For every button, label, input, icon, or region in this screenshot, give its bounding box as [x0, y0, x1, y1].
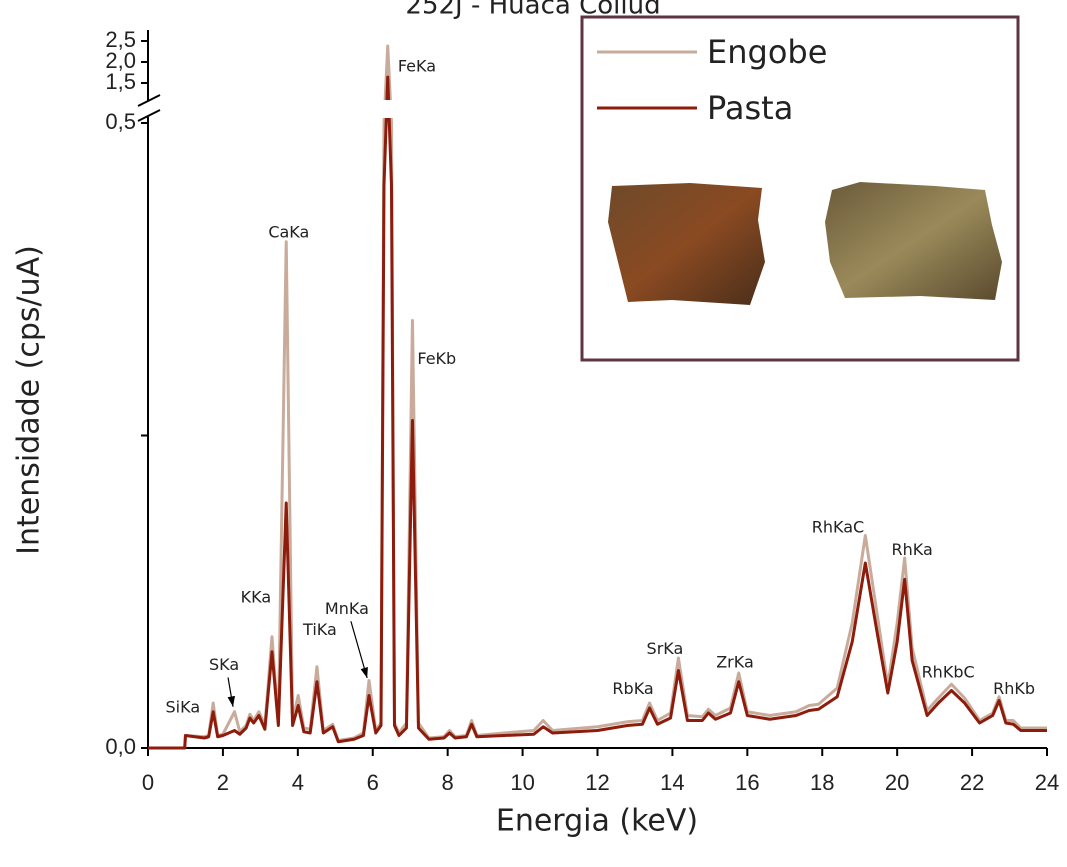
x-tick-label: 24	[1035, 770, 1059, 795]
legend: Engobe Pasta	[580, 15, 1020, 362]
peak-label: SKa	[209, 655, 239, 674]
x-tick-label: 8	[442, 770, 454, 795]
peak-label: KKa	[241, 588, 272, 607]
x-tick-label: 14	[660, 770, 684, 795]
peak-label: SrKa	[647, 639, 684, 658]
x-tick-label: 10	[510, 770, 534, 795]
axis-break	[137, 94, 161, 107]
peak-label: RhKb	[993, 679, 1035, 698]
y-tick-label: 2,5	[105, 27, 136, 52]
peak-label: FeKa	[398, 57, 436, 76]
y-tick-label: 1,5	[105, 69, 136, 94]
peak-label: FeKb	[417, 349, 456, 368]
x-axis-label: Energia (keV)	[496, 804, 698, 839]
peak-label: ZrKa	[716, 653, 754, 672]
y-tick-label: 0,0	[105, 734, 136, 759]
axis-break	[137, 109, 161, 122]
peak-label: RbKa	[612, 679, 653, 698]
y-tick-label: 2,0	[105, 48, 136, 73]
chart-title: 252J - Huaca Collud	[405, 0, 660, 21]
x-tick-label: 4	[292, 770, 304, 795]
peak-label: RhKa	[892, 540, 933, 559]
peak-label: RhKbC	[922, 663, 975, 682]
y-axis-label: Intensidade (cps/uA)	[12, 245, 47, 555]
y-tick-label: 0,5	[105, 109, 136, 134]
x-tick-label: 20	[885, 770, 909, 795]
x-tick-label: 6	[367, 770, 379, 795]
x-tick-label: 0	[142, 770, 154, 795]
arrow-head	[360, 667, 368, 678]
x-tick-label: 2	[217, 770, 229, 795]
arrow-head	[227, 695, 236, 707]
x-tick-label: 16	[735, 770, 759, 795]
legend-label: Pasta	[707, 89, 793, 127]
x-tick-label: 18	[810, 770, 834, 795]
peak-label: SiKa	[166, 698, 201, 717]
x-tick-label: 12	[585, 770, 609, 795]
legend-label: Engobe	[707, 33, 827, 71]
peak-label: CaKa	[268, 223, 309, 242]
photo-shard-engobe	[608, 183, 765, 305]
x-tick-label: 22	[960, 770, 984, 795]
peak-label: RhKaC	[812, 518, 864, 537]
plot-area	[148, 44, 1047, 750]
series-line	[148, 75, 1047, 750]
photo-shard-pasta	[825, 182, 1002, 300]
peak-label: TiKa	[302, 620, 337, 639]
peak-label: MnKa	[325, 599, 369, 618]
